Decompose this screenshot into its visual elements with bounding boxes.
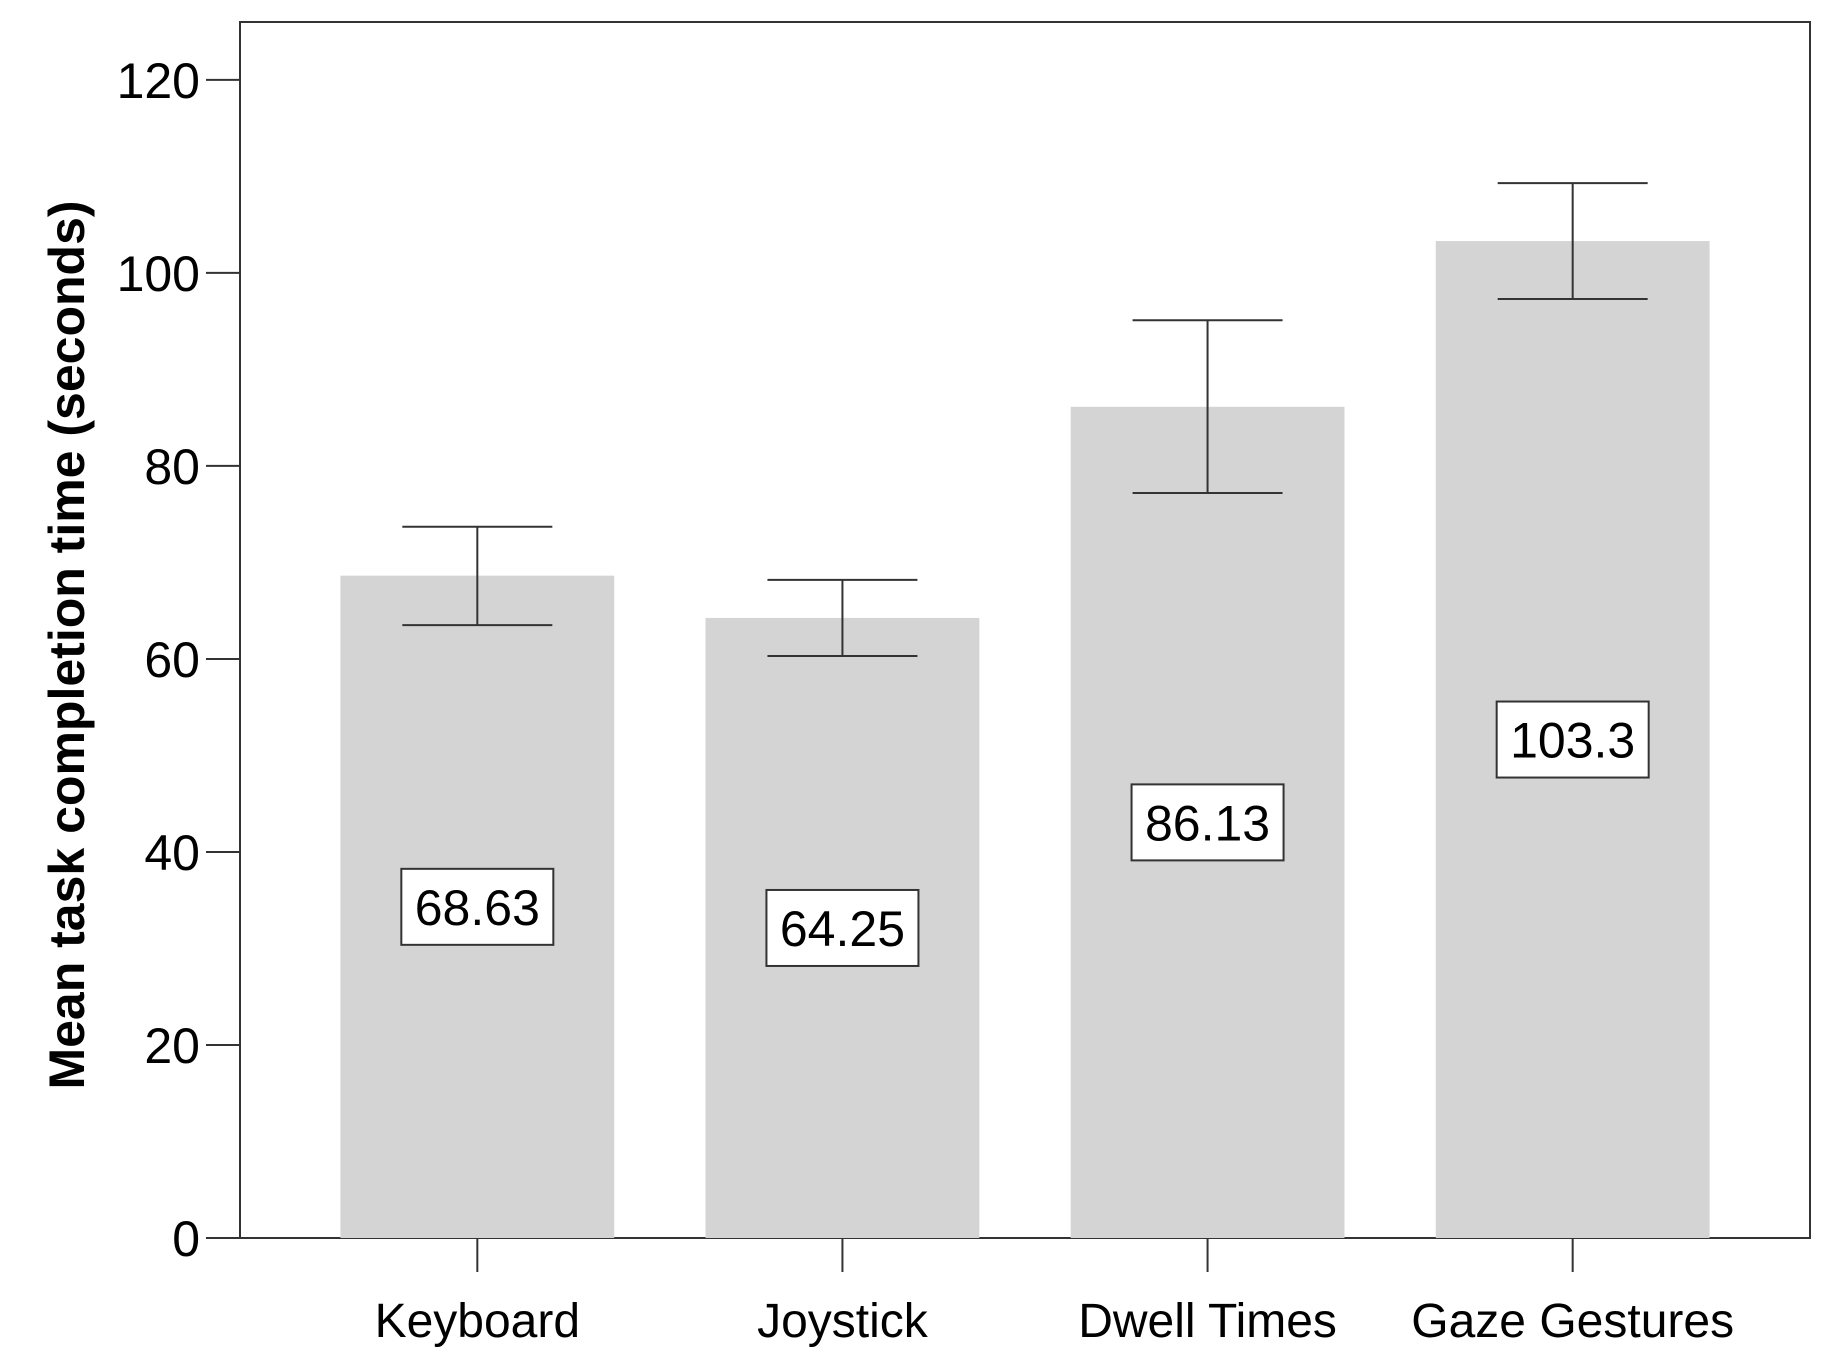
data-label-2: 86.13 xyxy=(1130,783,1285,862)
y-tick-label-0: 0 xyxy=(172,1211,200,1267)
data-label-text: 64.25 xyxy=(780,901,905,957)
error-bar-0 xyxy=(402,525,553,627)
data-label-text: 103.3 xyxy=(1510,713,1635,769)
y-axis: 0 20 40 60 80 100 120 xyxy=(117,53,240,1267)
error-bar-2 xyxy=(1132,319,1283,494)
data-label-text: 68.63 xyxy=(415,880,540,936)
data-label-box xyxy=(1130,783,1285,862)
data-label-box xyxy=(765,888,920,967)
data-label-3: 103.3 xyxy=(1495,700,1650,779)
error-bar-3 xyxy=(1497,182,1648,300)
data-label-box xyxy=(1495,700,1650,779)
data-label-text: 86.13 xyxy=(1145,795,1270,851)
y-axis-title: Mean task completion time (seconds) xyxy=(39,200,95,1089)
x-axis: Keyboard Joystick Dwell Times Gaze Gestures xyxy=(375,1238,1734,1348)
error-bars-layer xyxy=(402,182,1648,658)
bars-layer xyxy=(340,241,1710,1239)
x-tick-label-0: Keyboard xyxy=(375,1295,580,1348)
data-label-1: 64.25 xyxy=(765,888,920,967)
y-tick-label-3: 60 xyxy=(144,632,200,688)
y-tick-label-6: 120 xyxy=(117,53,200,109)
x-tick-label-2: Dwell Times xyxy=(1078,1295,1337,1348)
y-tick-label-4: 80 xyxy=(144,439,200,495)
plot-frame xyxy=(239,21,1811,1239)
x-tick-label-1: Joystick xyxy=(757,1295,929,1348)
data-label-box xyxy=(400,867,555,946)
y-tick-label-2: 40 xyxy=(144,825,200,881)
data-labels-layer: 68.63 64.25 86.13 103.3 xyxy=(400,700,1650,967)
data-label-0: 68.63 xyxy=(400,867,555,946)
error-bar-1 xyxy=(767,578,918,658)
x-tick-label-3: Gaze Gestures xyxy=(1411,1295,1734,1348)
y-tick-label-5: 100 xyxy=(117,246,200,302)
y-tick-label-1: 20 xyxy=(144,1018,200,1074)
